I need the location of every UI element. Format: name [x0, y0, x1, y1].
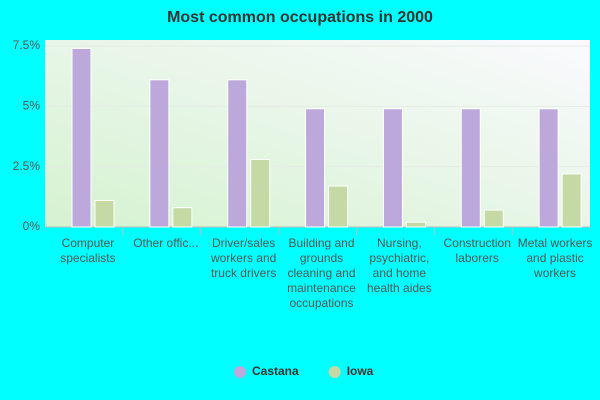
- bar: [328, 185, 349, 228]
- bar: [405, 221, 426, 228]
- x-tick-label: Computer specialists: [60, 236, 116, 265]
- y-tick-label: 0%: [23, 219, 41, 233]
- legend-label: Castana: [252, 364, 299, 378]
- bar: [538, 108, 559, 228]
- bar: [483, 209, 504, 228]
- legend-marker: [234, 366, 246, 378]
- y-tick-label: 2.5%: [13, 159, 41, 173]
- x-tick-label: Building and grounds cleaning and mainte…: [287, 236, 356, 310]
- bar: [94, 199, 115, 228]
- bar: [460, 108, 481, 228]
- x-tick-label: Metal workers and plastic workers: [517, 236, 593, 280]
- bar: [250, 158, 271, 228]
- y-tick-label: 7.5%: [13, 38, 41, 52]
- x-tick-label: Driver/sales workers and truck drivers: [210, 236, 277, 280]
- bar: [305, 108, 326, 228]
- bar: [149, 79, 170, 228]
- bar: [561, 173, 582, 228]
- x-tick-label: Nursing, psychiatric, and home health ai…: [366, 236, 432, 295]
- bar: [71, 47, 92, 228]
- x-tick-label: Construction laborers: [443, 236, 511, 265]
- bar: [382, 108, 403, 228]
- bar: [227, 79, 248, 228]
- y-tick-label: 5%: [23, 99, 41, 113]
- bar: [172, 207, 193, 228]
- legend-marker: [328, 366, 341, 378]
- x-tick-label: Other offic...: [133, 236, 199, 250]
- chart-title: Most common occupations in 2000: [167, 9, 433, 26]
- legend-label: Iowa: [347, 364, 374, 378]
